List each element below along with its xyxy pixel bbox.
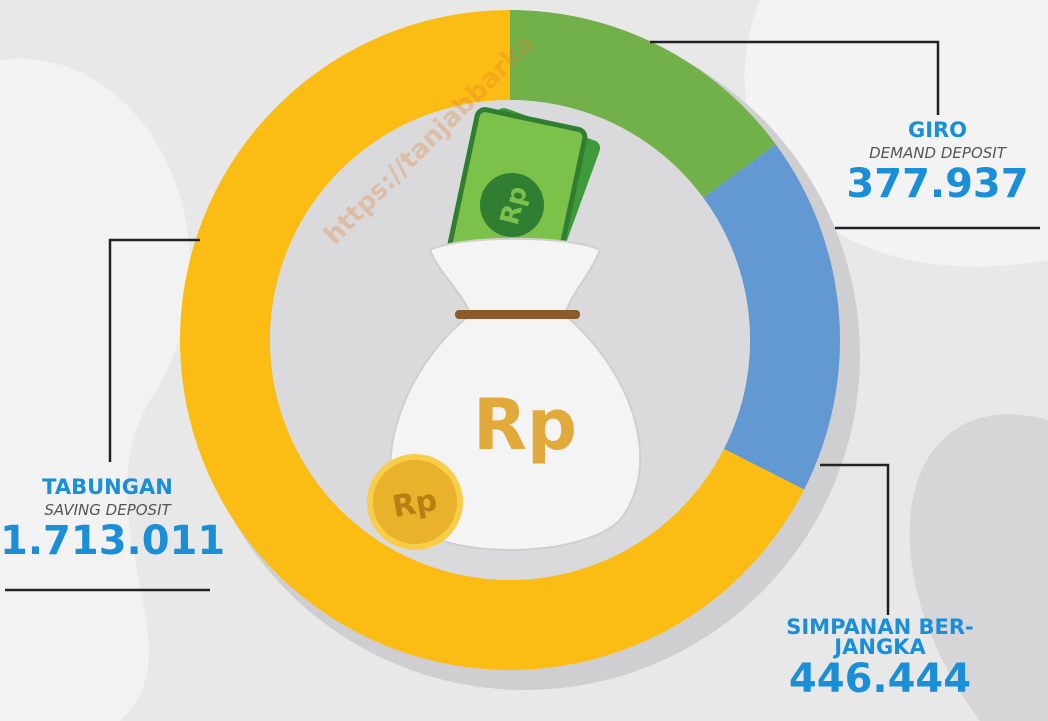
category-label: SIMPANAN BER-JANGKA [785,617,975,657]
category-sublabel: DEMAND DEPOSIT [830,144,1045,162]
value-label: 377.937 [830,162,1045,206]
category-label: GIRO [830,120,1045,140]
chart: Rp Rp Rp https://tanjabbarka [0,0,1048,721]
category-label: TABUNGAN [0,477,215,497]
bag-text: Rp [473,384,577,466]
value-label: 1.713.011 [0,519,215,563]
category-sublabel: SAVING DEPOSIT [0,501,215,519]
infographic: Rp Rp Rp https://tanjabbarka GIRO DEMAND … [0,0,1048,721]
value-label: 446.444 [740,657,1020,701]
